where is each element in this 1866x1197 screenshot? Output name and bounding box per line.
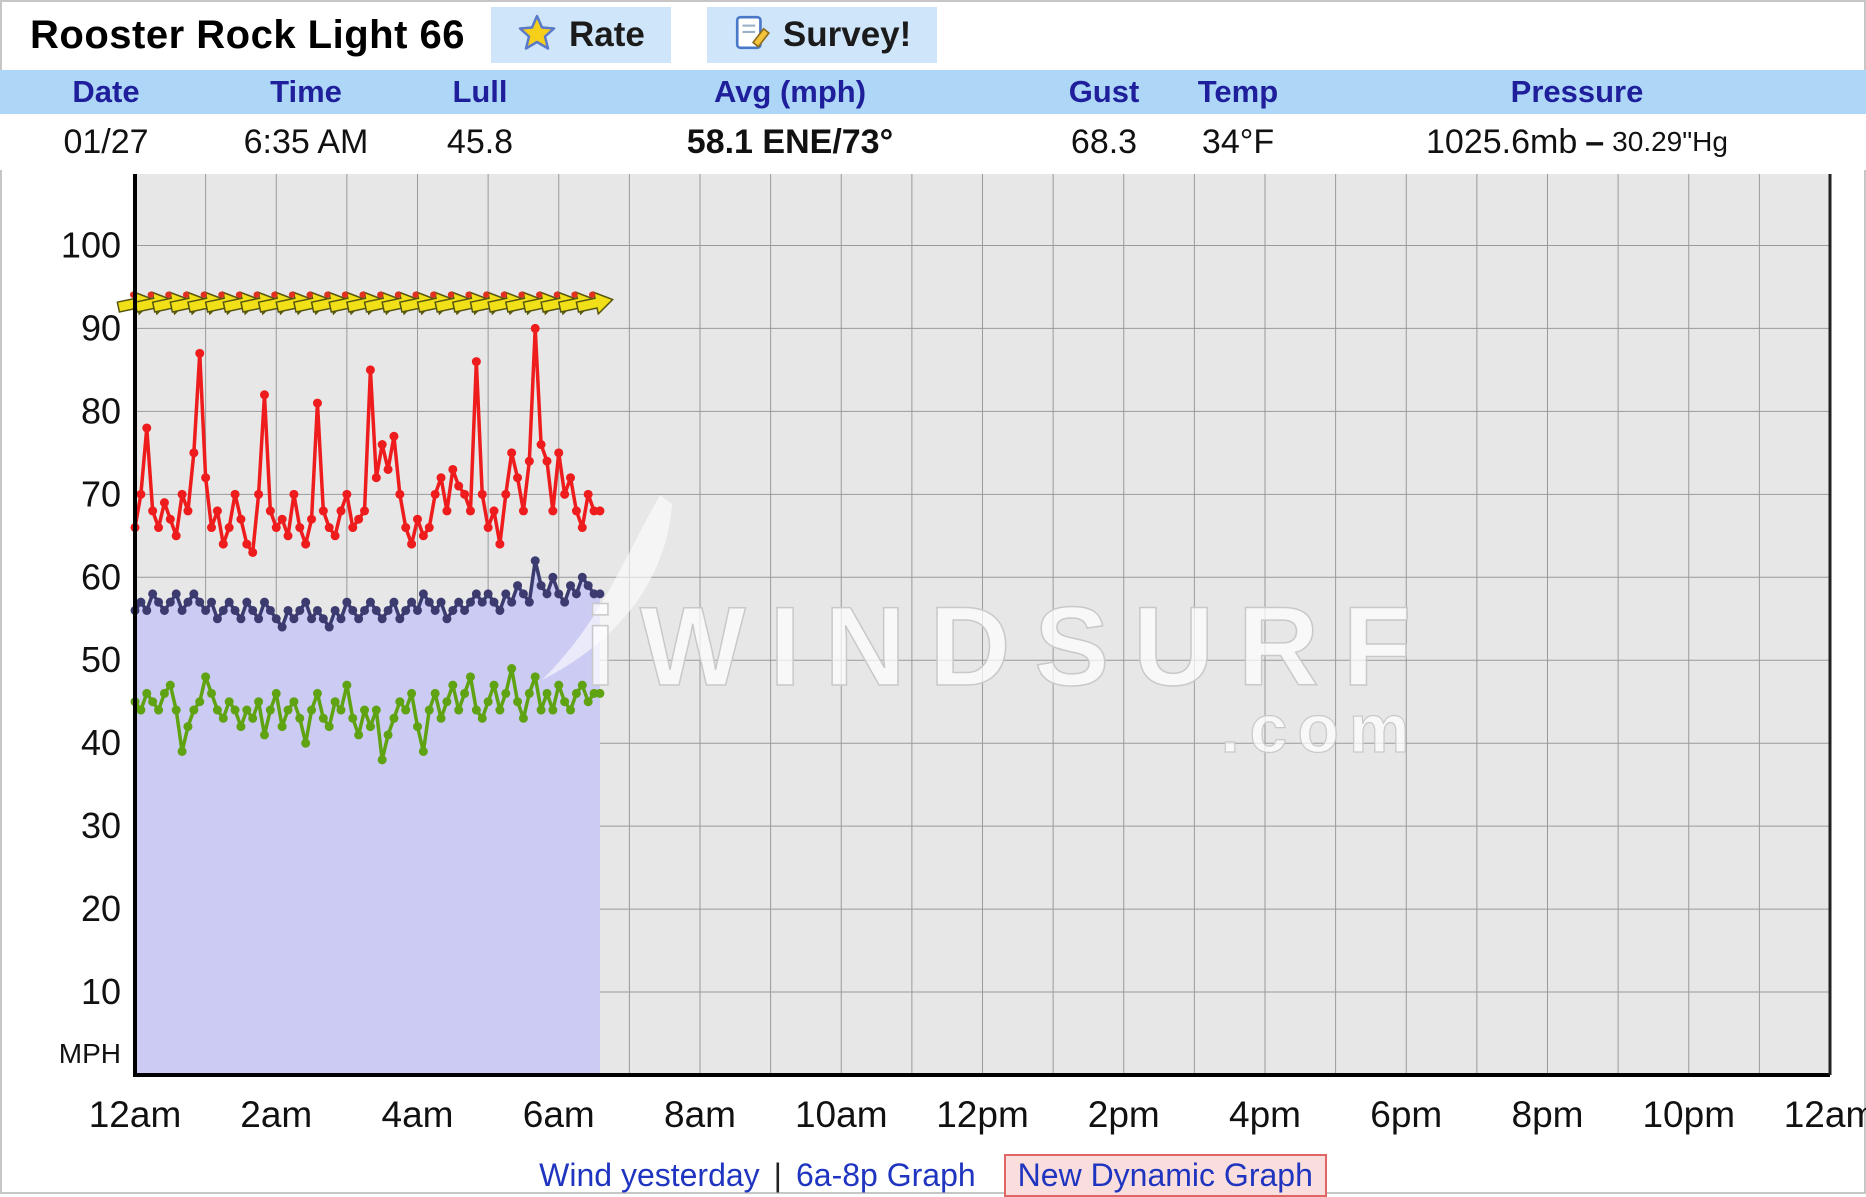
svg-text:8pm: 8pm <box>1512 1094 1584 1135</box>
pressure-inhg: 30.29"Hg <box>1612 126 1728 157</box>
svg-text:100: 100 <box>61 224 121 265</box>
svg-text:.com: .com <box>1221 691 1420 767</box>
svg-text:70: 70 <box>81 473 121 514</box>
wind-graph: iWINDSURF .com 10 20 30 40 50 60 70 80 90 100 MPH 12a… <box>0 170 1866 1156</box>
value-time: 6:35 AM <box>243 122 369 161</box>
svg-text:12pm: 12pm <box>936 1094 1029 1135</box>
col-header-temp: Temp <box>1197 74 1279 109</box>
wind-graph-chart: iWINDSURF.com 10 20 30 40 50 60 70 80 90 100 MPH 12a… <box>59 174 1866 1135</box>
stats-header-row: Date Time Lull Avg (mph) Gust Temp Press… <box>0 70 1866 114</box>
svg-text:80: 80 <box>81 390 121 431</box>
col-header-avg: Avg (mph) <box>713 74 867 109</box>
svg-text:30: 30 <box>81 805 121 846</box>
link-new-dynamic-graph[interactable]: New Dynamic Graph <box>1003 1153 1327 1197</box>
svg-text:iWINDSURF: iWINDSURF <box>585 584 1436 709</box>
star-icon <box>517 13 557 58</box>
col-header-gust: Gust <box>1068 74 1140 109</box>
header-bar: Rooster Rock Light 66 Rate Survey! <box>0 0 1866 70</box>
pressure-mb: 1025.6mb <box>1426 122 1578 161</box>
footer-separator: | <box>773 1156 782 1193</box>
svg-text:10am: 10am <box>795 1094 888 1135</box>
svg-text:90: 90 <box>81 307 121 348</box>
svg-text:50: 50 <box>81 639 121 680</box>
svg-text:MPH: MPH <box>59 1038 121 1069</box>
survey-button-label: Survey! <box>782 15 912 54</box>
pressure-dash: – <box>1585 122 1605 161</box>
col-header-time: Time <box>270 74 342 109</box>
col-header-lull: Lull <box>452 74 508 109</box>
link-wind-yesterday[interactable]: Wind yesterday <box>539 1156 760 1193</box>
value-pressure: 1025.6mb – 30.29"Hg <box>1288 114 1866 170</box>
value-temp: 34°F <box>1201 122 1275 161</box>
rate-button-label: Rate <box>569 15 645 54</box>
svg-text:40: 40 <box>81 722 121 763</box>
station-title: Rooster Rock Light 66 <box>30 12 466 57</box>
footer-links: Wind yesterday | 6a-8p Graph New Dynamic… <box>0 1153 1866 1197</box>
svg-text:4pm: 4pm <box>1229 1094 1301 1135</box>
svg-text:12am: 12am <box>1784 1094 1866 1135</box>
rate-button[interactable]: Rate <box>491 7 671 63</box>
link-6a8p-graph[interactable]: 6a-8p Graph <box>795 1156 976 1193</box>
svg-text:12am: 12am <box>89 1094 182 1135</box>
svg-text:2pm: 2pm <box>1088 1094 1160 1135</box>
svg-text:10pm: 10pm <box>1642 1094 1735 1135</box>
svg-text:6am: 6am <box>523 1094 595 1135</box>
svg-text:60: 60 <box>81 556 121 597</box>
value-gust: 68.3 <box>1070 122 1138 161</box>
col-header-date: Date <box>72 74 140 109</box>
svg-text:10: 10 <box>81 971 121 1012</box>
stats-value-row: 01/27 6:35 AM 45.8 58.1 ENE/73° 68.3 34°… <box>0 114 1866 170</box>
svg-text:4am: 4am <box>382 1094 454 1135</box>
survey-icon <box>733 14 771 57</box>
svg-text:8am: 8am <box>664 1094 736 1135</box>
col-header-pressure: Pressure <box>1510 74 1644 109</box>
value-avg: 58.1 ENE/73° <box>686 122 894 161</box>
svg-text:6pm: 6pm <box>1370 1094 1442 1135</box>
value-date: 01/27 <box>63 122 149 161</box>
svg-text:20: 20 <box>81 888 121 929</box>
value-lull: 45.8 <box>446 122 514 161</box>
svg-text:2am: 2am <box>240 1094 312 1135</box>
survey-button[interactable]: Survey! <box>706 7 938 63</box>
